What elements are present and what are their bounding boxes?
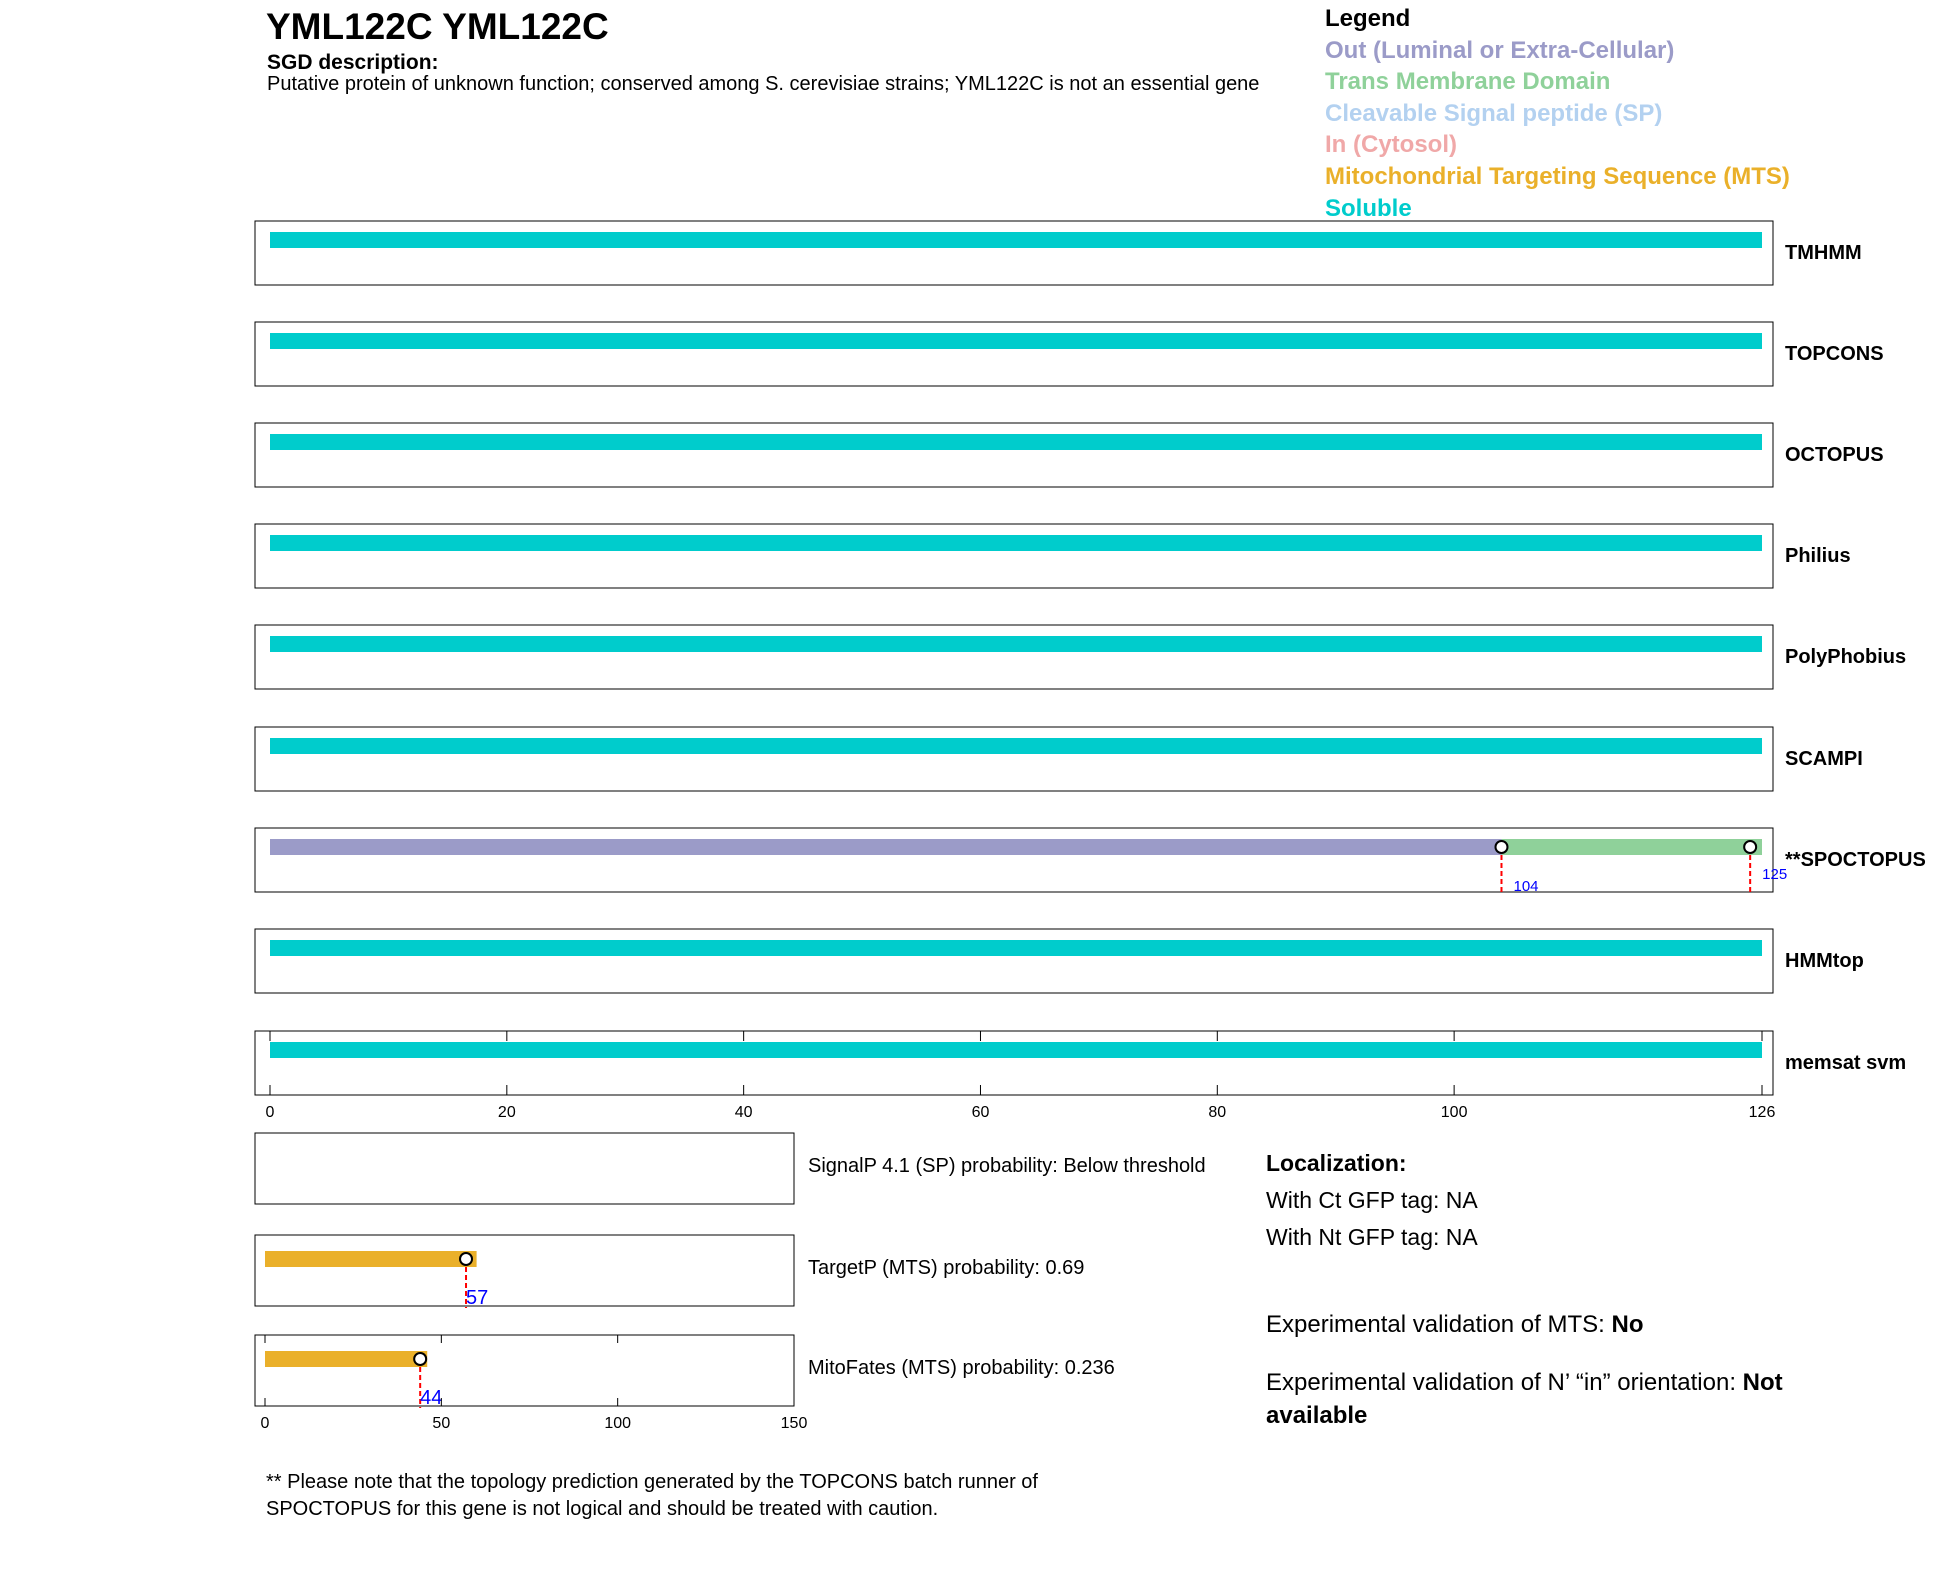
validation-orientation-label: Experimental validation of N’ “in” orien…	[1266, 1369, 1743, 1396]
segment-soluble	[270, 1042, 1762, 1058]
segment-out	[270, 839, 1502, 855]
track-tmhmm: TMHMM	[254, 220, 1862, 286]
predictor-mitofates: 44 MitoFates (MTS) probability: 0.236	[254, 1334, 1115, 1409]
track-label: HMMtop	[1785, 950, 1864, 972]
track-label: TMHMM	[1785, 242, 1862, 264]
cut-point	[1743, 840, 1758, 854]
x-tick-label: 50	[432, 1415, 450, 1432]
cut-point	[459, 1252, 474, 1266]
x-tick-label: 80	[1208, 1104, 1226, 1121]
predictor-frame	[254, 1234, 795, 1307]
localization-nt: With Nt GFP tag: NA	[1266, 1224, 1478, 1250]
localization-ct: With Ct GFP tag: NA	[1266, 1187, 1478, 1213]
validation-mts-label: Experimental validation of MTS:	[1266, 1311, 1612, 1338]
predictor-frame	[254, 1334, 795, 1407]
cut-point	[1494, 840, 1509, 854]
track-label: SCAMPI	[1785, 748, 1863, 770]
segment-soluble	[270, 940, 1762, 956]
track-frame	[254, 827, 1774, 893]
predictor-frame	[254, 1132, 795, 1205]
track-polyphobius: PolyPhobius	[254, 624, 1906, 690]
track-frame	[254, 422, 1774, 488]
segment-mts	[265, 1251, 477, 1267]
track-frame	[254, 321, 1774, 387]
legend-item-soluble: Soluble	[1325, 195, 1412, 222]
track-label: **SPOCTOPUS	[1785, 849, 1926, 871]
track-spoctopus: 104 125**SPOCTOPUS	[254, 827, 1926, 895]
track-hmmtop: HMMtop	[254, 928, 1864, 994]
validation-orientation-value: Not available	[1266, 1369, 1783, 1429]
track-scampi: SCAMPI	[254, 726, 1863, 792]
sgd-description: Putative protein of unknown function; co…	[267, 73, 1260, 95]
cut-position-label: 125	[1762, 866, 1787, 883]
segment-tm	[1501, 839, 1762, 855]
track-memsat-svm: memsat svm	[254, 1030, 1906, 1096]
predictor-signalp: SignalP 4.1 (SP) probability: Below thre…	[254, 1132, 1206, 1205]
cut-position-label: 57	[466, 1287, 488, 1309]
x-tick-label: 40	[735, 1104, 753, 1121]
x-tick-label: 126	[1749, 1104, 1776, 1121]
track-topcons: TOPCONS	[254, 321, 1884, 387]
segment-soluble	[270, 636, 1762, 652]
x-tick-label: 60	[972, 1104, 990, 1121]
x-tick-label: 150	[781, 1415, 808, 1432]
legend-item-sp: Cleavable Signal peptide (SP)	[1325, 100, 1663, 127]
track-frame	[254, 1030, 1774, 1096]
legend-heading: Legend	[1325, 5, 1411, 32]
legend-item-out: Out (Luminal or Extra-Cellular)	[1325, 37, 1675, 64]
segment-mts	[265, 1351, 428, 1367]
track-frame	[254, 624, 1774, 690]
cut-position-label: 44	[420, 1387, 442, 1409]
segment-soluble	[270, 232, 1762, 248]
track-label: OCTOPUS	[1785, 444, 1884, 466]
track-label: memsat svm	[1785, 1052, 1906, 1074]
validation-mts: Experimental validation of MTS: No	[1266, 1308, 1846, 1341]
gene-title: YML122C YML122C	[266, 6, 609, 47]
track-frame	[254, 523, 1774, 589]
segment-soluble	[270, 738, 1762, 754]
x-tick-label: 100	[604, 1415, 631, 1432]
validation-orientation: Experimental validation of N’ “in” orien…	[1266, 1366, 1846, 1432]
predictor-label: TargetP (MTS) probability: 0.69	[808, 1257, 1084, 1279]
track-label: Philius	[1785, 545, 1851, 567]
legend-item-mts: Mitochondrial Targeting Sequence (MTS)	[1325, 163, 1790, 190]
predictor-targetp: 57 TargetP (MTS) probability: 0.69	[254, 1234, 1084, 1309]
track-label: PolyPhobius	[1785, 646, 1906, 668]
track-frame	[254, 220, 1774, 286]
x-tick-label: 20	[498, 1104, 516, 1121]
cut-position-label: 104	[1513, 878, 1538, 895]
sgd-heading: SGD description:	[267, 51, 439, 74]
track-label: TOPCONS	[1785, 343, 1884, 365]
track-philius: Philius	[254, 523, 1851, 589]
track-frame	[254, 928, 1774, 994]
cut-point	[413, 1352, 428, 1366]
x-tick-label: 0	[266, 1104, 275, 1121]
x-tick-label: 0	[261, 1415, 270, 1432]
x-tick-label: 100	[1441, 1104, 1468, 1121]
track-octopus: OCTOPUS	[254, 422, 1884, 488]
legend-item-tm: Trans Membrane Domain	[1325, 68, 1611, 95]
predictor-label: MitoFates (MTS) probability: 0.236	[808, 1357, 1115, 1379]
legend-item-in: In (Cytosol)	[1325, 131, 1457, 158]
track-frame	[254, 726, 1774, 792]
caution-note: ** Please note that the topology predict…	[266, 1471, 1038, 1520]
validation-mts-value: No	[1611, 1311, 1644, 1338]
segment-soluble	[270, 535, 1762, 551]
segment-soluble	[270, 434, 1762, 450]
localization-heading: Localization:	[1266, 1150, 1407, 1176]
predictor-label: SignalP 4.1 (SP) probability: Below thre…	[808, 1155, 1206, 1177]
segment-soluble	[270, 333, 1762, 349]
